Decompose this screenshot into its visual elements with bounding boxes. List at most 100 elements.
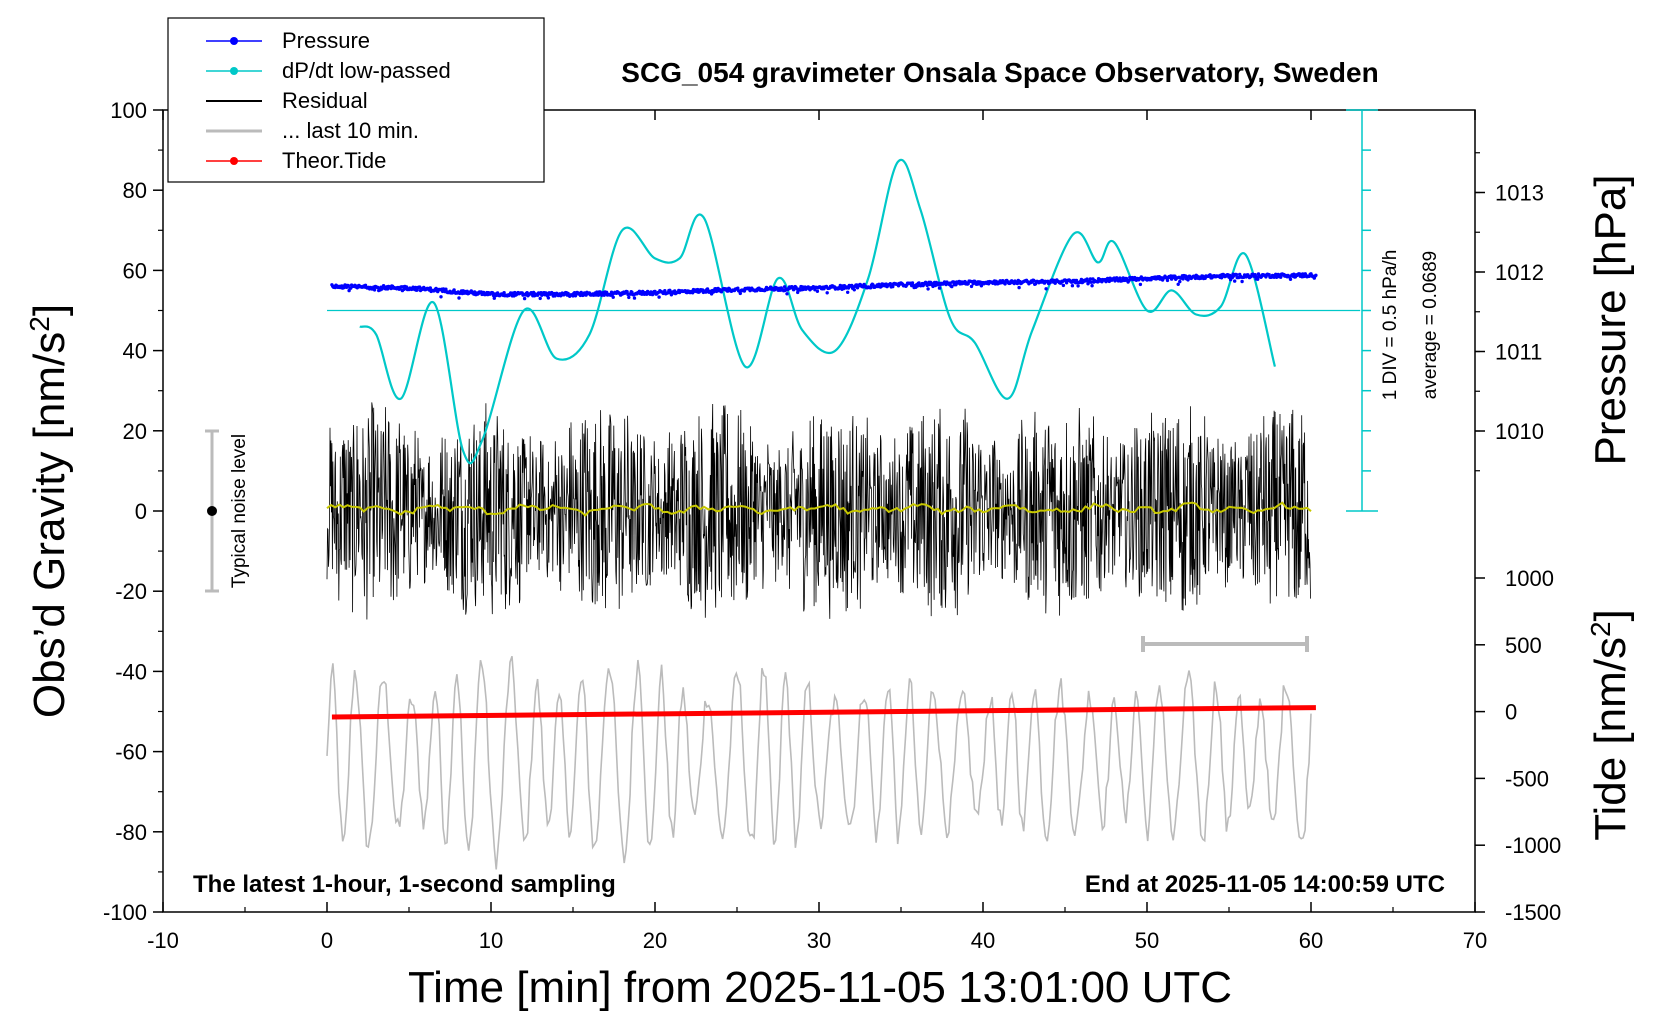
pressure-point: [926, 287, 930, 291]
pressure-point: [1208, 273, 1212, 277]
pressure-point: [372, 288, 377, 292]
legend: Pressure dP/dt low-passed Residual ... l…: [167, 17, 545, 183]
x-tick-label: 40: [971, 928, 995, 953]
y-tick-label: -100: [103, 900, 147, 925]
last-10-min-bar: [1141, 636, 1309, 652]
pressure-point: [632, 296, 637, 300]
svg-text:dP/dt low-passed: dP/dt low-passed: [282, 58, 451, 83]
noise-level-label: Typical noise level: [229, 434, 250, 588]
pressure-point: [891, 284, 895, 289]
pressure-point: [1178, 279, 1182, 284]
legend-item-last-10-min: ... last 10 min.: [206, 118, 419, 143]
noise-level-marker: [205, 429, 219, 593]
pressure-point: [1088, 277, 1093, 281]
svg-text:... last 10 min.: ... last 10 min.: [282, 118, 419, 143]
svg-text:Pressure: Pressure: [282, 28, 370, 53]
tide-axis: 1000 500 0 -500 -1000 -1500: [1475, 566, 1561, 925]
x-tick-label: 70: [1463, 928, 1487, 953]
svg-text:Residual: Residual: [282, 88, 368, 113]
dpdt-scale-bar: [1346, 109, 1378, 512]
x-tick-label: 60: [1299, 928, 1323, 953]
y-tick-label: 100: [110, 98, 147, 123]
pressure-point: [611, 295, 615, 299]
pressure-point: [663, 289, 667, 293]
y-axis-title-tide: Tide [nm/s2]: [1585, 609, 1636, 841]
y-tick-label: 80: [123, 178, 147, 203]
x-tick-label: 20: [643, 928, 667, 953]
legend-item-dpdt: dP/dt low-passed: [206, 58, 451, 83]
pressure-point: [815, 289, 820, 293]
pressure-point: [738, 291, 742, 296]
svg-text:Theor.Tide: Theor.Tide: [282, 148, 386, 173]
pressure-point: [1138, 282, 1143, 287]
x-axis: -10 0 10 20 30 40 50 60 70: [147, 110, 1487, 953]
pressure-point: [546, 296, 551, 300]
tide-tick-label: -1500: [1505, 900, 1561, 925]
legend-item-theor-tide: Theor.Tide: [206, 148, 386, 173]
tide-tick-label: -1000: [1505, 833, 1561, 858]
pressure-point: [852, 288, 856, 292]
tide-tick-label: -500: [1505, 766, 1549, 791]
x-tick-label: 30: [807, 928, 831, 953]
pressure-point: [1070, 284, 1075, 288]
pressure-point: [1015, 281, 1020, 286]
pressure-point: [1314, 273, 1318, 277]
pressure-tick-label: 1011: [1495, 340, 1542, 365]
dpdt-average-label: average = 0.0689: [1420, 251, 1441, 399]
y-tick-label: -40: [115, 659, 147, 684]
pressure-point: [502, 291, 506, 295]
pressure-point: [596, 293, 601, 297]
y-tick-label: 40: [123, 339, 147, 364]
tide-tick-label: 0: [1505, 700, 1517, 725]
pressure-point: [785, 292, 789, 296]
pressure-point: [625, 290, 629, 294]
series-last-10-min: [326, 655, 1312, 870]
pressure-point: [969, 284, 974, 289]
pressure-point: [522, 296, 527, 301]
pressure-tick-label: 1012: [1495, 260, 1544, 285]
pressure-point: [627, 295, 631, 300]
x-tick-label: -10: [147, 928, 179, 953]
y-axis-title-tide-sup: 2: [1585, 621, 1616, 637]
pressure-point: [1044, 287, 1048, 291]
pressure-point: [1240, 279, 1244, 284]
pressure-point: [1089, 280, 1093, 284]
legend-item-pressure: Pressure: [206, 28, 370, 53]
pressure-point: [669, 293, 674, 297]
y-tick-label: -80: [115, 820, 147, 845]
pressure-point: [1219, 276, 1224, 280]
series-pressure: [330, 272, 1318, 301]
pressure-point: [1256, 277, 1260, 281]
pressure-point: [1165, 278, 1170, 283]
annotation-end-time: End at 2025-11-05 14:00:59 UTC: [1085, 871, 1445, 898]
pressure-point: [1118, 276, 1122, 280]
x-axis-title: Time [min] from 2025-11-05 13:01:00 UTC: [408, 963, 1232, 1012]
y-axis-title-pressure: Pressure [hPa]: [1586, 174, 1635, 465]
annotation-sampling: The latest 1-hour, 1-second sampling: [193, 871, 616, 898]
dpdt-scale-label: 1 DIV = 0.5 hPa/h: [1380, 250, 1401, 401]
y-tick-label: -60: [115, 740, 147, 765]
series-layer: [326, 158, 1361, 870]
pressure-point: [439, 295, 443, 299]
chart-title: SCG_054 gravimeter Onsala Space Observat…: [621, 57, 1378, 88]
pressure-axis: 1010 1011 1012 1013: [1475, 152, 1544, 472]
y-tick-label: -20: [115, 579, 147, 604]
x-tick-label: 10: [479, 928, 503, 953]
pressure-point: [1017, 285, 1021, 290]
tide-tick-label: 1000: [1505, 566, 1554, 591]
pressure-point: [869, 286, 873, 290]
y-tick-label: 0: [135, 499, 147, 524]
pressure-point: [846, 290, 850, 294]
legend-item-residual: Residual: [206, 88, 368, 113]
y-axis-title-left-sup: 2: [24, 316, 55, 332]
pressure-point: [538, 296, 542, 301]
pressure-point: [950, 284, 954, 289]
x-tick-label: 0: [321, 928, 333, 953]
pressure-point: [668, 288, 672, 292]
pressure-point: [1090, 284, 1094, 288]
pressure-point: [937, 286, 942, 290]
pressure-point: [346, 283, 350, 288]
series-theor-tide: [331, 705, 1316, 720]
y-tick-label: 20: [123, 419, 147, 444]
